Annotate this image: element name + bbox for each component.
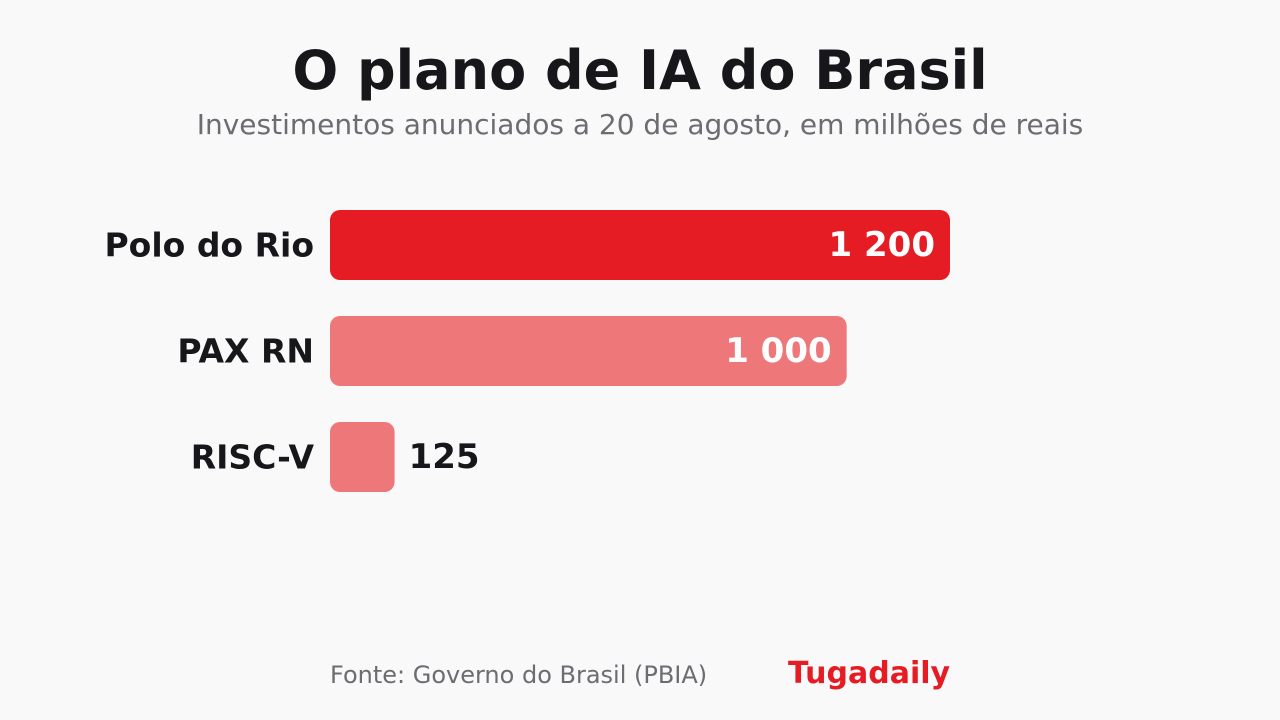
chart-subtitle: Investimentos anunciados a 20 de agosto,… bbox=[196, 108, 1084, 141]
source-note: Fonte: Governo do Brasil (PBIA) bbox=[330, 661, 708, 689]
value-label: 1 000 bbox=[725, 331, 831, 371]
bar bbox=[330, 210, 950, 280]
bar bbox=[330, 316, 847, 386]
category-label: RISC-V bbox=[191, 438, 315, 477]
value-label: 125 bbox=[409, 437, 480, 477]
value-label: 1 200 bbox=[829, 225, 935, 265]
category-label: PAX RN bbox=[177, 332, 314, 371]
bar bbox=[330, 422, 395, 492]
brand-logo: Tugadaily bbox=[788, 656, 951, 691]
category-label: Polo do Rio bbox=[104, 226, 314, 265]
chart-title: O plano de IA do Brasil bbox=[292, 39, 988, 102]
